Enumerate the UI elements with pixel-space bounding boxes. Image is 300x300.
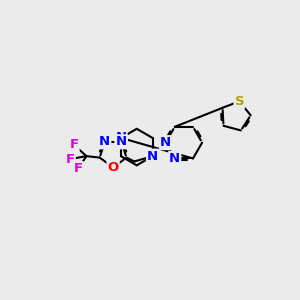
Text: F: F bbox=[70, 138, 79, 152]
Text: F: F bbox=[74, 162, 83, 175]
Text: N: N bbox=[169, 152, 180, 165]
Text: N: N bbox=[147, 150, 158, 163]
Text: S: S bbox=[235, 95, 244, 108]
Text: N: N bbox=[160, 136, 171, 149]
Text: O: O bbox=[107, 161, 119, 174]
Text: N: N bbox=[116, 131, 127, 144]
Text: N: N bbox=[116, 135, 127, 148]
Text: N: N bbox=[99, 135, 110, 148]
Text: F: F bbox=[66, 153, 75, 166]
